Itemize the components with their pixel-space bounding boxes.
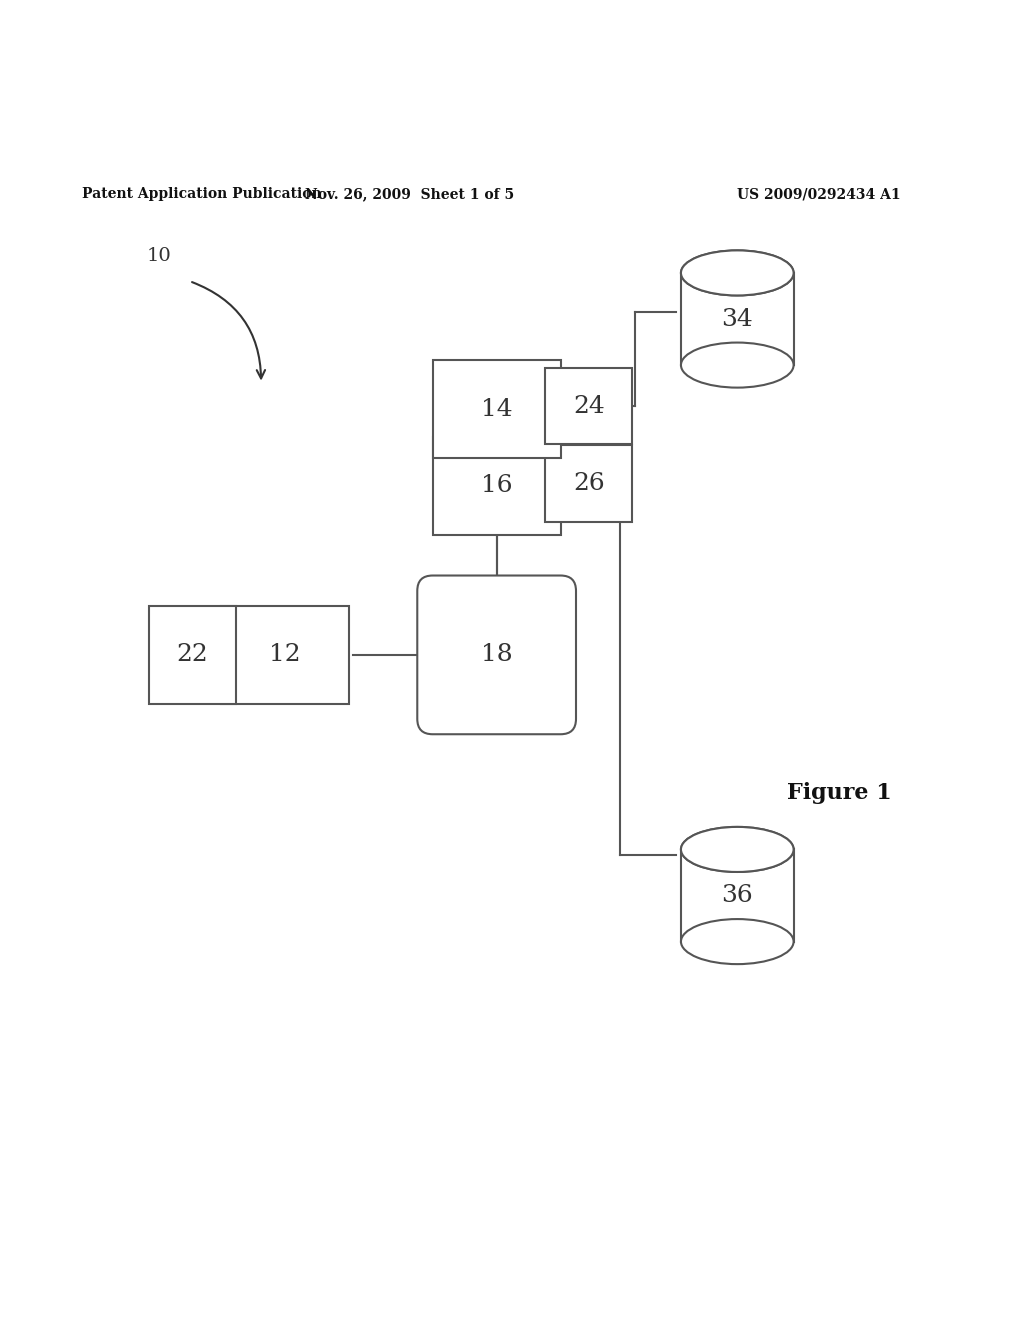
Text: 24: 24 (572, 395, 605, 417)
Text: Figure 1: Figure 1 (787, 783, 892, 804)
Text: Nov. 26, 2009  Sheet 1 of 5: Nov. 26, 2009 Sheet 1 of 5 (305, 187, 514, 201)
Ellipse shape (681, 343, 794, 388)
Bar (681, 850, 794, 941)
Text: Patent Application Publication: Patent Application Publication (82, 187, 322, 201)
Ellipse shape (681, 251, 794, 296)
Bar (545, 445, 632, 523)
Text: 14: 14 (481, 397, 512, 421)
Bar (432, 360, 561, 458)
Text: 22: 22 (176, 643, 209, 667)
Ellipse shape (681, 251, 794, 296)
Ellipse shape (681, 826, 794, 873)
Text: 26: 26 (572, 473, 605, 495)
Bar (432, 437, 561, 535)
Text: US 2009/0292434 A1: US 2009/0292434 A1 (737, 187, 901, 201)
Text: 16: 16 (481, 474, 512, 498)
Text: 12: 12 (269, 643, 300, 667)
FancyBboxPatch shape (418, 576, 575, 734)
Bar (681, 273, 794, 366)
Text: 34: 34 (721, 308, 754, 330)
Ellipse shape (681, 919, 794, 964)
Text: 18: 18 (481, 643, 512, 667)
Bar (150, 606, 236, 704)
Ellipse shape (681, 826, 794, 873)
Text: 10: 10 (146, 247, 171, 264)
FancyArrowPatch shape (193, 282, 265, 379)
Bar (221, 606, 348, 704)
Text: 36: 36 (721, 884, 754, 907)
Bar (545, 368, 632, 445)
